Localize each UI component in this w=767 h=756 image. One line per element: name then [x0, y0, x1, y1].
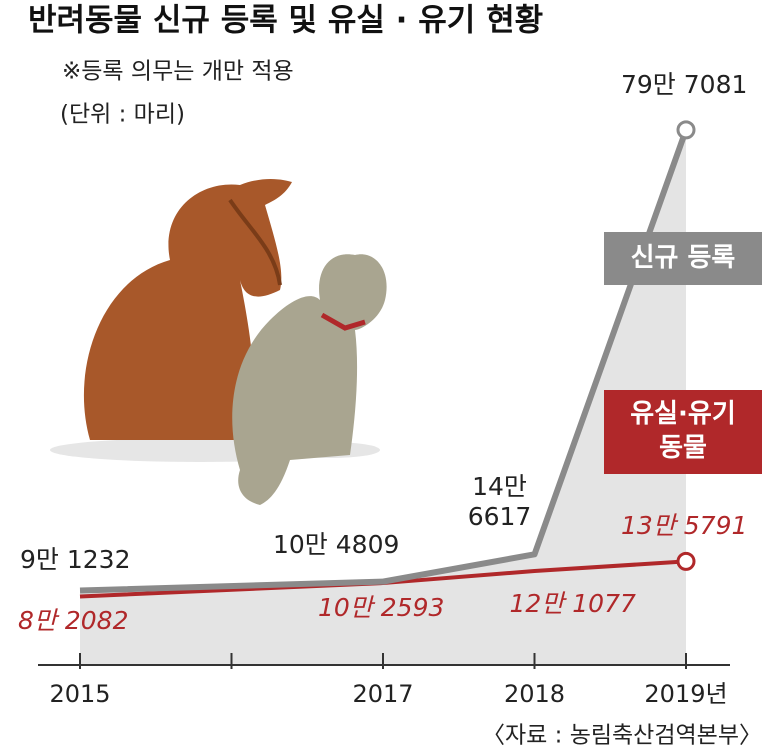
unit-label: (단위 : 마리) [60, 102, 185, 128]
value-label: 8만 2082 [18, 606, 129, 636]
point-marker [676, 551, 696, 571]
x-tick-label: 2015 [49, 680, 110, 708]
x-tick-label: 2019년 [644, 680, 727, 708]
line [79, 559, 687, 599]
legend-item: 유실·유기 동물 [604, 390, 762, 474]
x-tick-label: 2017 [352, 680, 413, 708]
x-tick-label: 2018 [504, 680, 565, 708]
illustration [50, 178, 387, 505]
value-label: 12만 1077 [509, 588, 636, 618]
point-marker [676, 120, 696, 140]
line [79, 128, 689, 594]
source: 〈자료 : 농림축산검역본부〉 [482, 723, 762, 749]
chart-title: 반려동물 신규 등록 및 유실 · 유기 현황 [28, 3, 543, 39]
value-label: 10만 4809 [273, 529, 400, 559]
value-label: 10만 2593 [318, 593, 445, 623]
value-label: 79만 7081 [621, 69, 748, 99]
subtitle: ※등록 의무는 개만 적용 [62, 59, 294, 85]
value-label: 14만 6617 [467, 472, 532, 532]
value-label: 9만 1232 [20, 545, 131, 575]
legend-item: 신규 등록 [604, 232, 762, 285]
value-label: 13만 5791 [621, 511, 748, 541]
area-fill [80, 129, 686, 665]
